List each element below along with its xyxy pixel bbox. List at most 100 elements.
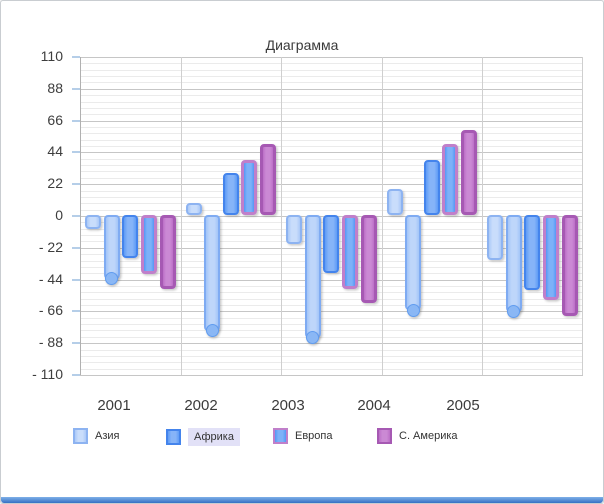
gridline-major bbox=[80, 279, 583, 281]
selection-handle[interactable] bbox=[105, 272, 119, 286]
gridline-major bbox=[80, 375, 583, 376]
bar-n-america-2002[interactable] bbox=[260, 144, 276, 215]
legend-item-asia[interactable]: Азия bbox=[73, 428, 119, 444]
gridline-minor bbox=[80, 146, 583, 148]
gridline-minor bbox=[80, 69, 583, 71]
gridline-minor bbox=[80, 336, 583, 338]
bar-africa-2001[interactable] bbox=[122, 215, 139, 259]
bar-asia-2002[interactable] bbox=[185, 203, 202, 215]
y-axis-line bbox=[80, 57, 81, 375]
legend-item-n-america[interactable]: С. Америка bbox=[377, 428, 458, 444]
bar-africa-2002[interactable] bbox=[222, 173, 239, 215]
bar-highlight-2002[interactable] bbox=[204, 215, 221, 331]
y-axis-tick bbox=[72, 310, 80, 313]
gridline-minor bbox=[80, 82, 583, 84]
gridline-minor bbox=[80, 305, 583, 307]
gridline-minor bbox=[80, 139, 583, 141]
gridline-minor bbox=[80, 158, 583, 160]
gridline-minor bbox=[80, 95, 583, 97]
bar-africa-2005[interactable] bbox=[524, 215, 541, 291]
gridline-major bbox=[80, 184, 583, 186]
gridline-minor bbox=[80, 171, 583, 173]
bar-highlight-2003[interactable] bbox=[304, 215, 321, 338]
bar-europe-2002[interactable] bbox=[241, 160, 258, 215]
y-axis-tick bbox=[72, 151, 80, 154]
selection-handle[interactable] bbox=[507, 305, 521, 319]
gridline-minor bbox=[80, 63, 583, 65]
bar-africa-2003[interactable] bbox=[323, 215, 340, 273]
y-axis-label: 88 bbox=[47, 79, 63, 96]
gridline-minor bbox=[80, 330, 583, 332]
gridline-minor bbox=[80, 101, 583, 103]
gridline-minor bbox=[80, 177, 583, 179]
bar-europe-2005[interactable] bbox=[542, 215, 559, 301]
y-axis-tick bbox=[72, 87, 80, 90]
bar-africa-2004[interactable] bbox=[423, 160, 440, 215]
plot-right-edge-line bbox=[582, 57, 583, 375]
bar-n-america-2003[interactable] bbox=[360, 215, 377, 304]
gridline-minor bbox=[80, 273, 583, 275]
bar-europe-2001[interactable] bbox=[140, 215, 157, 275]
y-axis-label: 22 bbox=[47, 175, 63, 192]
legend-item-europe[interactable]: Европа bbox=[273, 428, 333, 444]
bar-n-america-2001[interactable] bbox=[159, 215, 176, 289]
selection-handle[interactable] bbox=[406, 303, 420, 317]
gridline-minor bbox=[80, 114, 583, 116]
legend-swatch-europe bbox=[273, 428, 288, 444]
gridline-minor bbox=[80, 190, 583, 192]
bar-asia-2003[interactable] bbox=[286, 215, 303, 244]
y-axis-tick bbox=[72, 183, 80, 186]
bar-europe-2003[interactable] bbox=[341, 215, 358, 289]
legend-label: С. Америка bbox=[399, 430, 458, 442]
selection-handle[interactable] bbox=[205, 324, 219, 338]
bar-highlight-2001[interactable] bbox=[103, 215, 120, 279]
gridline-minor bbox=[80, 196, 583, 198]
y-axis-label: - 110 bbox=[32, 366, 63, 382]
y-axis-label: 44 bbox=[47, 143, 63, 160]
legend-label: Азия bbox=[95, 430, 120, 442]
gridline-minor bbox=[80, 133, 583, 135]
y-axis-tick bbox=[72, 119, 80, 122]
y-axis-tick bbox=[72, 215, 80, 217]
y-axis-label: - 66 bbox=[38, 302, 63, 319]
gridline-minor bbox=[80, 285, 583, 287]
window-bottom-strip bbox=[1, 497, 603, 503]
category-separator-line bbox=[482, 57, 484, 375]
selection-handle[interactable] bbox=[306, 331, 320, 345]
plot-area bbox=[72, 56, 583, 376]
category-separator-line bbox=[281, 57, 283, 375]
bar-n-america-2004[interactable] bbox=[461, 129, 477, 215]
legend-item-africa[interactable]: Африка bbox=[166, 428, 240, 446]
gridline-minor bbox=[80, 324, 583, 326]
gridline-minor bbox=[80, 298, 583, 300]
y-axis-label: 0 bbox=[55, 207, 63, 223]
gridline-major bbox=[80, 152, 583, 154]
y-axis-tick bbox=[72, 374, 80, 376]
y-axis-label: 66 bbox=[47, 111, 63, 128]
y-axis-label: - 22 bbox=[38, 238, 63, 255]
y-axis-label: - 88 bbox=[38, 334, 63, 351]
chart-title: Диаграмма bbox=[265, 37, 339, 53]
bar-asia-2004[interactable] bbox=[386, 188, 403, 215]
gridline-minor bbox=[80, 203, 583, 205]
category-separator-line bbox=[381, 57, 383, 375]
gridline-minor bbox=[80, 107, 583, 109]
category-separator-line bbox=[180, 57, 182, 375]
bar-highlight-2005[interactable] bbox=[505, 215, 522, 312]
gridline-minor bbox=[80, 292, 583, 294]
bar-europe-2004[interactable] bbox=[442, 144, 459, 215]
legend-swatch-n-america bbox=[377, 428, 392, 444]
bar-n-america-2005[interactable] bbox=[561, 215, 578, 317]
gridline-minor bbox=[80, 368, 583, 370]
legend-swatch-africa bbox=[166, 429, 181, 445]
x-axis-label: 2003 bbox=[271, 397, 305, 414]
gridline-major bbox=[80, 57, 583, 58]
y-axis-tick bbox=[72, 278, 80, 281]
bar-highlight-2004[interactable] bbox=[405, 215, 422, 311]
x-axis-label: 2001 bbox=[97, 397, 131, 414]
gridline-major bbox=[80, 88, 583, 90]
bar-asia-2001[interactable] bbox=[85, 215, 102, 230]
gridline-minor bbox=[80, 317, 583, 319]
bar-asia-2005[interactable] bbox=[487, 215, 504, 260]
